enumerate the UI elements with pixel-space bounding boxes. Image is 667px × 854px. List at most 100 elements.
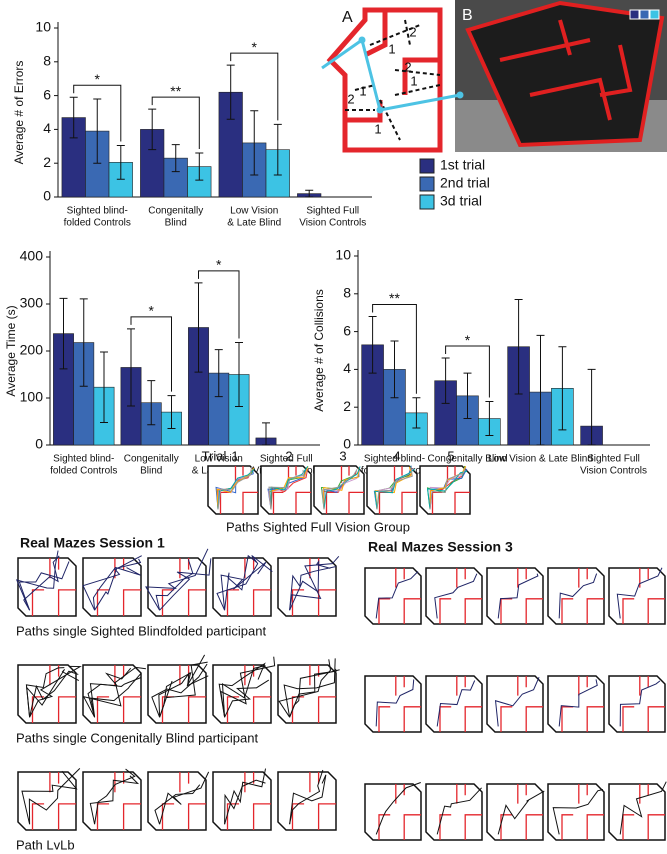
participant-path: [436, 787, 482, 835]
participant-path: [268, 469, 304, 510]
trial-caption: Paths Sighted Full Vision Group: [226, 519, 410, 534]
significance-bracket: [372, 303, 417, 394]
trial-number: 4: [393, 448, 400, 463]
participant-path: [89, 775, 140, 825]
maze-walls: [622, 568, 665, 624]
maze-outline: [364, 675, 422, 733]
error-bar: [69, 96, 78, 139]
significance-label: *: [216, 257, 222, 273]
maze-outline: [425, 783, 483, 841]
participant-path: [145, 548, 209, 611]
participant-path: [283, 658, 336, 718]
significance-label: *: [465, 332, 471, 348]
route: [321, 37, 461, 112]
participant-path: [21, 770, 78, 825]
error-bar: [59, 297, 68, 370]
maze-outline: [486, 567, 544, 625]
maze-walls: [439, 568, 482, 624]
y-tick-label: 200: [20, 342, 44, 358]
participant-path: [558, 679, 598, 727]
error-bar: [514, 298, 523, 395]
x-tick-label: Vision Controls: [580, 466, 647, 477]
error-bar: [79, 298, 88, 387]
maze-walls: [561, 784, 604, 840]
participant-path: [374, 468, 415, 510]
zone-label: 1: [388, 41, 395, 56]
error-bar: [536, 334, 545, 446]
x-tick-label: Sighted blind-: [67, 206, 128, 217]
maze-walls: [622, 784, 665, 840]
maze-walls: [439, 676, 482, 732]
participant-path: [558, 573, 598, 619]
zone-label: 1: [410, 73, 417, 88]
maze-outline: [364, 783, 422, 841]
error-bar: [305, 189, 314, 198]
y-tick-label: 8: [343, 285, 351, 301]
participant-path: [94, 768, 136, 825]
participant-path: [158, 654, 206, 718]
participant-path: [375, 571, 419, 619]
participant-path: [436, 680, 476, 727]
x-tick-label: Low Vision: [230, 206, 278, 217]
participant-path: [616, 567, 663, 619]
maze-walls: [465, 0, 665, 148]
participant-path: [224, 768, 267, 825]
x-tick-label: Sighted blind-: [53, 454, 114, 465]
legend-label: 1st trial: [440, 157, 485, 173]
legend-swatch: [419, 176, 435, 192]
participant-path: [25, 667, 65, 718]
significance-bracket: [230, 52, 279, 121]
maze-walls: [219, 466, 258, 514]
y-tick-label: 400: [20, 248, 44, 264]
maze-walls: [378, 568, 421, 624]
y-tick-label: 4: [343, 360, 351, 376]
trial-number: 3: [339, 448, 346, 463]
participant-path: [159, 558, 212, 611]
x-tick-label: Sighted Full: [260, 454, 313, 465]
error-bar: [93, 98, 102, 164]
participant-path: [220, 561, 267, 611]
trial-number: 1: [231, 448, 238, 463]
maze-walls: [325, 466, 364, 514]
participant-path: [18, 561, 70, 611]
error-bar: [127, 328, 135, 407]
x-tick-label: Sighted blind-: [364, 454, 425, 465]
participant-path: [552, 789, 604, 835]
participant-path: [289, 566, 337, 611]
significance-bracket: [130, 316, 172, 392]
y-tick-label: 6: [343, 322, 351, 338]
significance-label: *: [95, 71, 101, 87]
x-tick-label: Vision Controls: [299, 218, 366, 229]
waypoint: [456, 91, 464, 99]
error-bar: [171, 144, 180, 173]
participant-path: [29, 665, 82, 718]
x-tick-label: Congenitally: [124, 454, 179, 465]
maze-walls: [500, 784, 543, 840]
significance-bracket: [151, 96, 200, 150]
error-bar: [195, 152, 204, 181]
maze-outline: [277, 557, 337, 617]
significance-bracket: [73, 84, 122, 142]
maze-outline: [277, 771, 337, 831]
participant-path: [289, 555, 340, 611]
zone-label: 2: [404, 59, 411, 74]
y-tick-label: 2: [343, 398, 351, 414]
participant-path: [94, 558, 142, 611]
participant-path: [278, 659, 332, 718]
error-bar: [235, 342, 243, 407]
maze-outline: [425, 567, 483, 625]
maze-outline: [547, 783, 605, 841]
error-bar: [587, 368, 596, 446]
participant-path: [151, 663, 208, 718]
participant-path: [321, 469, 358, 510]
y-axis-label: Average # of Errors: [12, 61, 26, 165]
participant-path: [92, 566, 141, 611]
trial-number: 2: [285, 448, 292, 463]
session-title: Real Mazes Session 3: [368, 539, 513, 555]
maze-walls: [622, 676, 665, 732]
maze-walls: [31, 772, 76, 830]
maze-walls: [31, 665, 76, 723]
error-bar: [273, 123, 282, 176]
trial-number: 5: [447, 448, 454, 463]
y-tick-label: 10: [335, 247, 351, 263]
